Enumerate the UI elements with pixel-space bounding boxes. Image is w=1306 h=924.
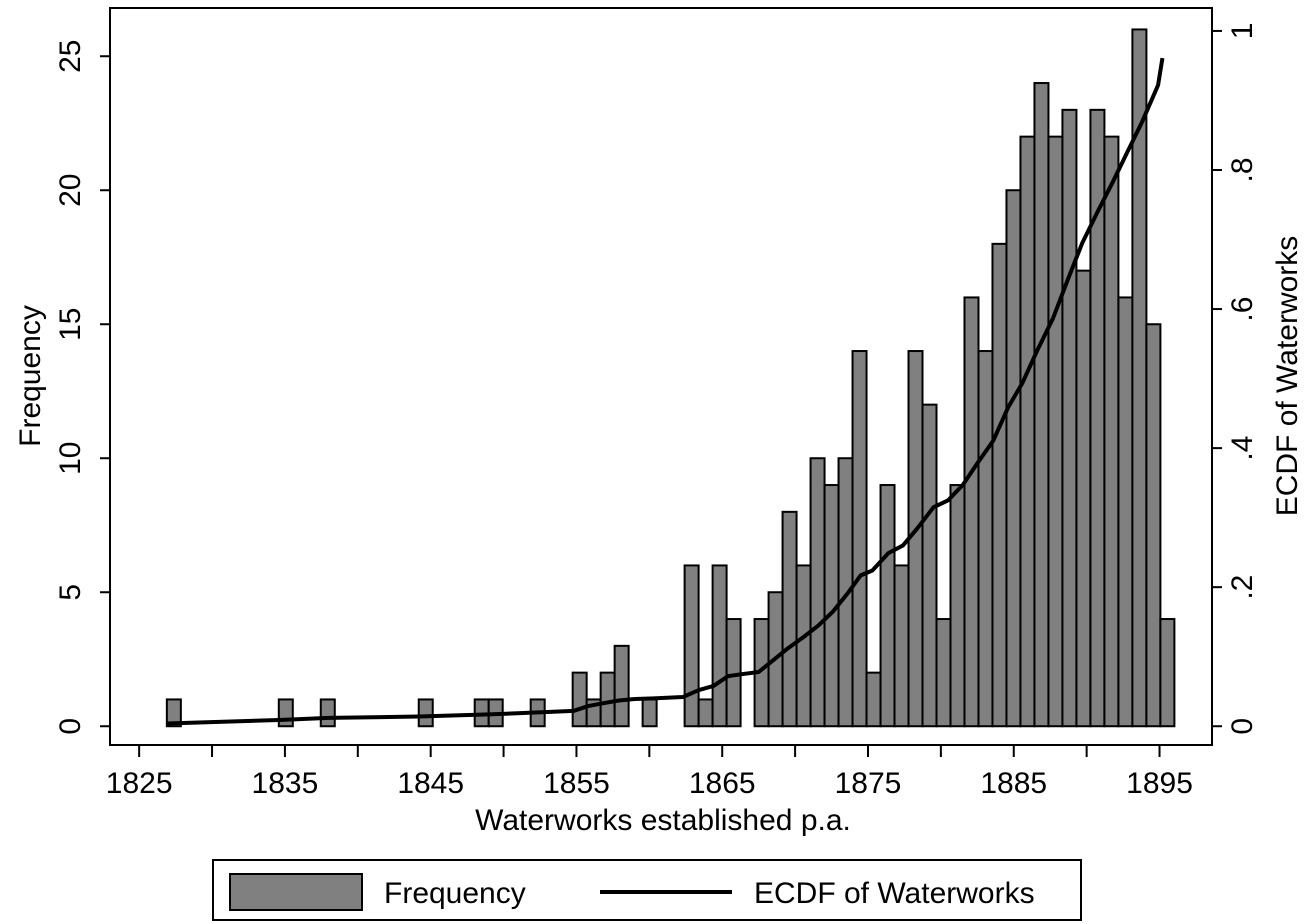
bar xyxy=(725,618,742,728)
y2-tick-label: .8 xyxy=(1226,157,1259,182)
y-tick-label: 25 xyxy=(54,40,87,73)
bar xyxy=(795,564,812,728)
x-axis-title: Waterworks established p.a. xyxy=(475,804,851,837)
legend-swatch xyxy=(229,873,363,911)
bar xyxy=(1145,323,1162,728)
bar xyxy=(711,564,728,728)
bar xyxy=(1019,135,1036,728)
bar xyxy=(949,484,966,728)
y-tick-label: 15 xyxy=(54,308,87,341)
plot-frame xyxy=(109,7,1213,746)
bar xyxy=(921,403,938,728)
bar xyxy=(1103,135,1120,728)
x-tick-label: 1855 xyxy=(543,767,610,800)
bar xyxy=(697,698,714,728)
bar xyxy=(809,457,826,728)
y2-axis-title: ECDF of Waterworks xyxy=(1271,236,1304,517)
x-tick-label: 1845 xyxy=(397,767,464,800)
bar xyxy=(1117,296,1134,728)
x-tick-label: 1885 xyxy=(980,767,1047,800)
bar xyxy=(1061,108,1078,728)
x-tick-label: 1825 xyxy=(106,767,173,800)
bar xyxy=(893,564,910,728)
bar xyxy=(1033,82,1050,728)
bar xyxy=(781,510,798,728)
bar xyxy=(1075,269,1092,728)
bar xyxy=(417,698,434,728)
bar xyxy=(1159,618,1176,728)
ecdf-line xyxy=(166,57,1165,726)
bar xyxy=(165,698,182,728)
bar xyxy=(935,618,952,728)
bar xyxy=(851,350,868,728)
y-axis-title: Frequency xyxy=(14,305,47,447)
y-tick-label: 5 xyxy=(54,584,87,601)
bar xyxy=(641,698,658,728)
bar xyxy=(1047,135,1064,728)
y-tick-label: 0 xyxy=(54,718,87,735)
bar xyxy=(977,350,994,728)
x-tick-label: 1835 xyxy=(252,767,319,800)
y-tick-label: 10 xyxy=(54,442,87,475)
bar xyxy=(879,484,896,728)
x-tick-label: 1895 xyxy=(1126,767,1193,800)
bar xyxy=(613,644,630,728)
x-tick-label: 1875 xyxy=(835,767,902,800)
y2-tick-label: .6 xyxy=(1226,297,1259,322)
bar xyxy=(683,564,700,728)
bar xyxy=(963,296,980,728)
y-tick-label: 20 xyxy=(54,174,87,207)
bar xyxy=(865,671,882,728)
bar xyxy=(571,671,588,728)
bar xyxy=(1005,189,1022,728)
bar xyxy=(319,698,336,728)
y2-tick-label: .4 xyxy=(1226,436,1259,461)
bar xyxy=(277,698,294,728)
bar xyxy=(991,242,1008,728)
bar xyxy=(599,671,616,728)
y2-tick-label: 1 xyxy=(1226,23,1259,40)
legend-label: Frequency xyxy=(384,877,526,910)
x-tick-label: 1865 xyxy=(689,767,756,800)
legend-label: ECDF of Waterworks xyxy=(754,877,1035,910)
y2-tick-label: .2 xyxy=(1226,575,1259,600)
y2-tick-label: 0 xyxy=(1226,718,1259,735)
